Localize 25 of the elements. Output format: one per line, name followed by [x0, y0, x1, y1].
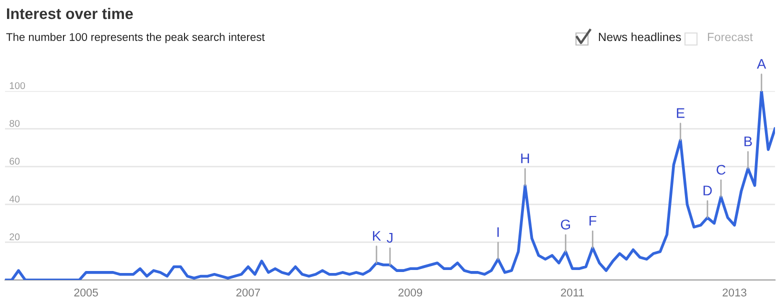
x-tick-label: 2013 [722, 288, 746, 296]
x-tick-label: 2011 [560, 288, 584, 296]
y-tick-label: 100 [10, 82, 26, 90]
x-tick-label: 2007 [236, 288, 260, 296]
annotation: C [716, 164, 726, 175]
text: Forecast [708, 32, 753, 42]
x-tick-label: 2009 [398, 288, 422, 296]
chart-title: Interest over time [7, 8, 133, 20]
chart-subtitle: The number 100 represents the peak search interest [6, 32, 265, 44]
annotation: J [386, 233, 392, 243]
annotation: F [590, 216, 596, 226]
annotation: G [560, 220, 570, 230]
y-tick-label: 20 [10, 233, 20, 240]
y-tick-label: 60 [10, 158, 20, 165]
y-tick-label: 80 [10, 120, 20, 127]
x-tick-label: 2005 [74, 288, 98, 296]
annotation: D [704, 186, 712, 196]
annotation: I [497, 227, 499, 237]
annotation: K [373, 231, 381, 241]
annotation: E [676, 108, 684, 118]
text: News headlines [598, 32, 681, 42]
annotation: H [521, 154, 529, 164]
annotation: A [756, 59, 766, 69]
annotation: B [744, 136, 752, 146]
y-tick-label: 40 [9, 196, 20, 202]
